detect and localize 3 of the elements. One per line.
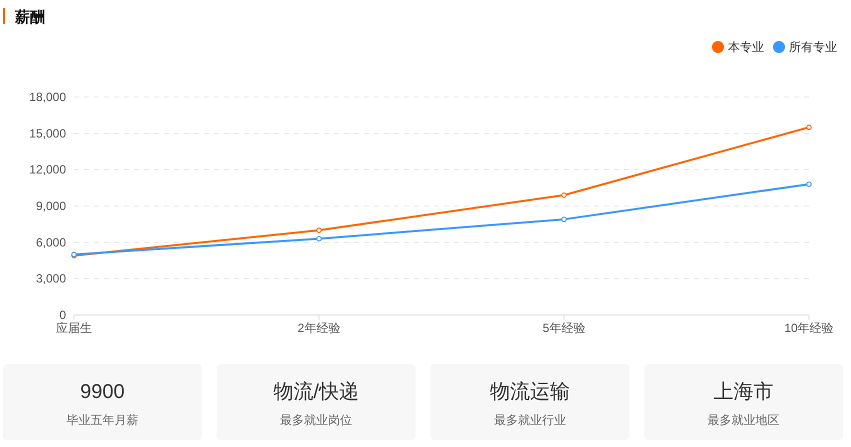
legend-label: 本专业: [728, 40, 764, 54]
legend-label: 所有专业: [789, 40, 837, 54]
title: 薪酬: [15, 9, 45, 26]
